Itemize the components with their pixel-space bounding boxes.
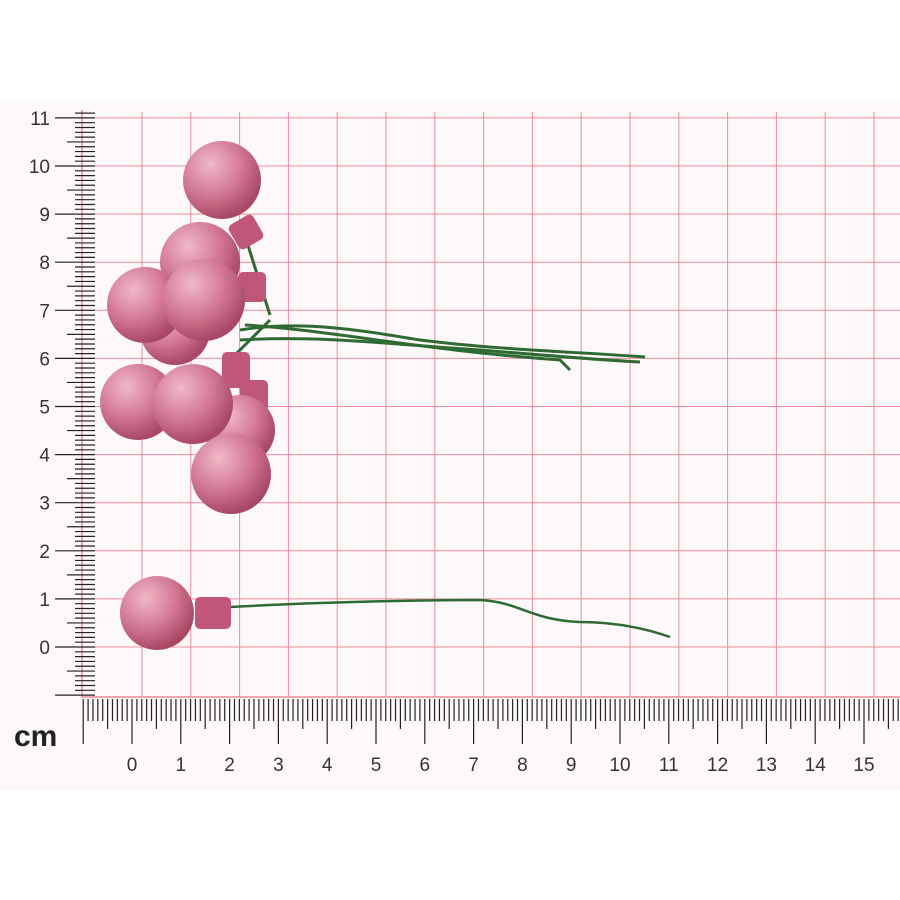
y-ruler-label: 5 <box>39 398 50 419</box>
x-ruler-label: 6 <box>420 755 431 776</box>
y-ruler-labels: 0 1 2 3 4 5 6 7 8 9 10 11 <box>29 109 51 659</box>
ruler-ticks <box>55 112 899 744</box>
y-ruler-label: 1 <box>39 590 50 611</box>
x-ruler-label: 15 <box>853 755 874 776</box>
x-ruler-labels: 0 1 2 3 4 5 6 7 8 9 10 11 12 13 14 15 <box>127 755 875 776</box>
x-ruler-label: 5 <box>371 755 382 776</box>
x-ruler-label: 13 <box>756 755 777 776</box>
y-ruler-label: 9 <box>39 205 50 226</box>
y-ruler-label: 2 <box>39 542 50 563</box>
y-ruler-label: 8 <box>39 253 50 274</box>
x-ruler-label: 3 <box>273 755 284 776</box>
y-ruler-label: 6 <box>39 349 50 370</box>
y-ruler-label: 7 <box>39 301 50 322</box>
y-ruler-label: 3 <box>39 494 50 515</box>
x-ruler-label: 0 <box>127 755 138 776</box>
unit-label: cm <box>14 720 57 753</box>
x-ruler-label: 9 <box>566 755 577 776</box>
x-ruler-label: 12 <box>707 755 728 776</box>
y-ruler-label: 11 <box>30 109 50 130</box>
x-ruler-label: 10 <box>609 755 630 776</box>
x-ruler-label: 1 <box>176 755 187 776</box>
x-ruler-label: 14 <box>805 755 827 776</box>
backdrop <box>0 100 900 790</box>
y-ruler-label: 4 <box>39 446 50 467</box>
y-ruler-label: 10 <box>29 157 50 178</box>
y-ruler-label: 0 <box>39 638 50 659</box>
berry-cluster <box>100 141 275 514</box>
x-ruler-label: 8 <box>517 755 528 776</box>
x-ruler-label: 7 <box>468 755 479 776</box>
x-ruler-label: 11 <box>659 755 679 776</box>
x-ruler-label: 4 <box>322 755 333 776</box>
x-ruler-label: 2 <box>224 755 235 776</box>
single-berry <box>120 576 231 650</box>
